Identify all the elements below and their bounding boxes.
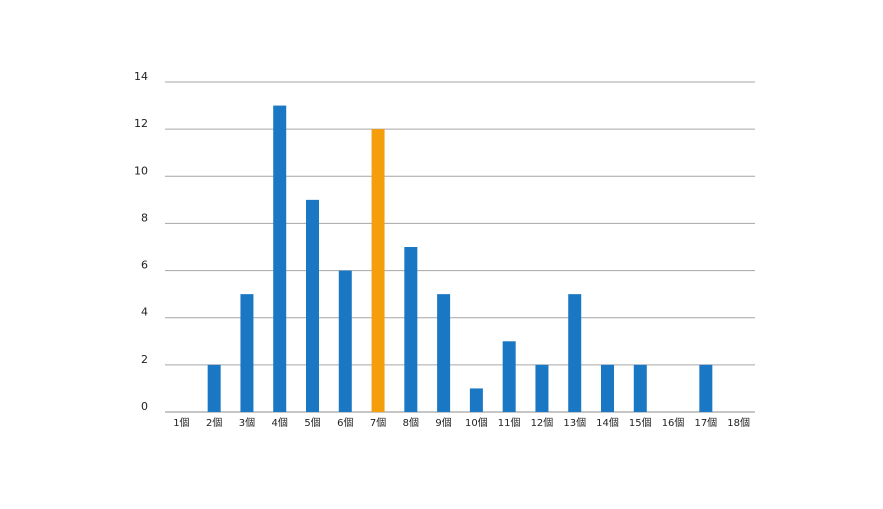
x-tick-label: 9個: [435, 416, 451, 429]
x-tick-label: 7個: [370, 416, 386, 429]
x-axis-tick-labels: 1個 2個 3個 4個 5個 6個 7個 8個 9個 10個 11個 12個 13個 14個 15個 16個 1…: [173, 416, 750, 429]
x-tick-label: 17個: [694, 416, 717, 429]
y-tick-label: 0: [141, 400, 148, 413]
bar-6: [338, 270, 352, 412]
bar-5: [306, 199, 319, 412]
bar-4: [273, 105, 287, 413]
bar-15: [633, 364, 647, 412]
x-tick-label: 3個: [239, 416, 255, 429]
bar-10: [469, 388, 483, 412]
y-tick-label: 10: [134, 164, 148, 177]
y-tick-label: 12: [134, 117, 148, 130]
x-tick-label: 5個: [304, 416, 320, 429]
x-tick-label: 10個: [465, 416, 488, 429]
bar-17: [699, 364, 713, 412]
bar-12: [535, 364, 549, 412]
gridlines: [165, 81, 755, 413]
x-tick-label: 1個: [173, 416, 189, 429]
x-tick-label: 8個: [403, 416, 419, 429]
x-tick-label: 4個: [272, 416, 288, 429]
x-tick-label: 11個: [498, 416, 521, 429]
y-axis-tick-labels: 0 2 4 6 8 10 12 14: [134, 70, 148, 413]
x-tick-label: 18個: [727, 416, 750, 429]
bars: [207, 105, 713, 413]
bar-8: [404, 247, 418, 412]
bar-7: [371, 129, 385, 412]
y-tick-label: 2: [141, 353, 148, 366]
bar-3: [240, 294, 254, 412]
x-tick-label: 6個: [337, 416, 353, 429]
bar-14: [601, 364, 614, 412]
bar-13: [568, 294, 582, 412]
x-tick-label: 16個: [662, 416, 685, 429]
x-tick-label: 2個: [206, 416, 222, 429]
y-tick-label: 4: [141, 306, 148, 319]
x-tick-label: 12個: [531, 416, 554, 429]
x-tick-label: 14個: [596, 416, 619, 429]
y-tick-label: 6: [141, 259, 148, 272]
bar-9: [437, 294, 451, 412]
bar-2: [207, 364, 221, 412]
bar-11: [502, 341, 516, 412]
y-tick-label: 14: [134, 70, 148, 83]
y-tick-label: 8: [141, 211, 148, 224]
x-tick-label: 15個: [629, 416, 652, 429]
x-tick-label: 13個: [563, 416, 586, 429]
